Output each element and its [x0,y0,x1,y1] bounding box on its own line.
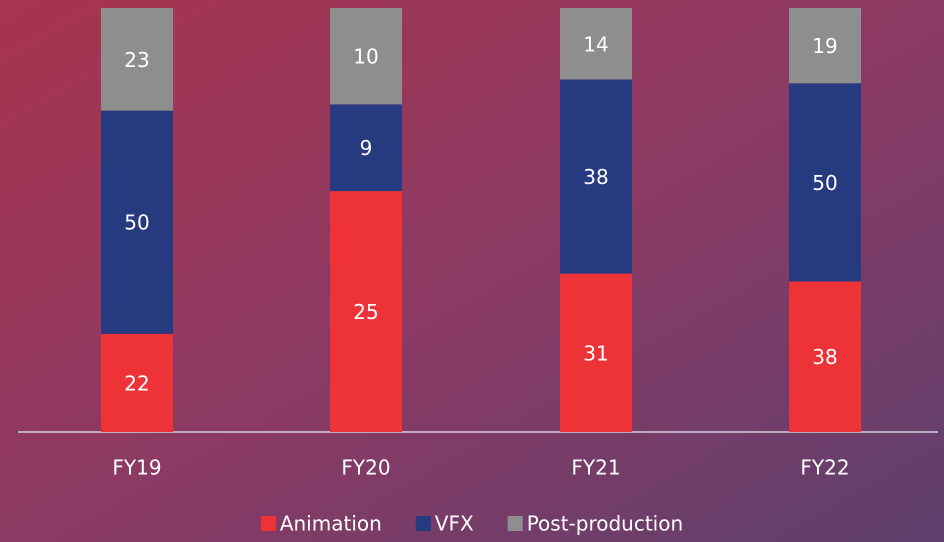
bar-segment [101,333,173,432]
legend-label: VFX [435,512,474,536]
data-label: 9 [360,136,373,160]
bar-segment [330,8,402,105]
bar-segment [330,191,402,432]
bar-segment [560,79,632,274]
data-label: 50 [124,211,149,235]
legend-label: Post-production [527,512,683,536]
data-label: 22 [124,371,149,395]
bar-segment [560,273,632,432]
data-label: 23 [124,48,149,72]
data-label: 50 [812,171,837,195]
x-tick-label: FY22 [800,456,849,480]
bar-segment [101,110,173,334]
data-label: 19 [812,34,837,58]
bar-segment [330,104,402,192]
x-tick-label: FY20 [341,456,390,480]
bar-segment [101,8,173,111]
data-label: 14 [583,32,608,56]
data-label: 10 [353,45,378,69]
legend-swatch [507,516,523,531]
legend-swatch [415,516,431,531]
data-label: 38 [812,345,837,369]
x-tick-label: FY21 [571,456,620,480]
data-label: 38 [583,165,608,189]
bar-segment [789,281,861,432]
bar-segment [789,8,861,84]
data-label: 25 [353,300,378,324]
x-tick-label: FY19 [112,456,161,480]
data-label: 31 [583,341,608,365]
legend-swatch [260,516,276,531]
legend-label: Animation [280,512,382,536]
bar-segment [789,83,861,282]
bar-segment [560,8,632,80]
